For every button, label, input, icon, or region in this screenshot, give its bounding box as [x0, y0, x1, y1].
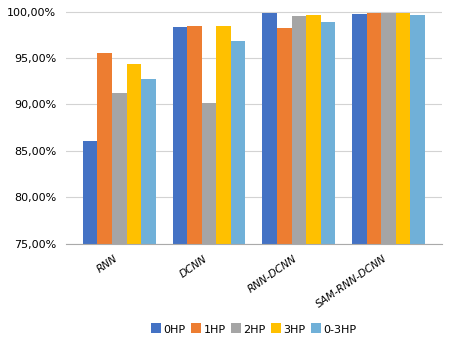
Bar — [410, 15, 425, 348]
Bar — [83, 141, 97, 348]
Bar — [172, 27, 187, 348]
Bar — [396, 13, 410, 348]
Bar — [112, 93, 127, 348]
Bar — [231, 41, 246, 348]
Bar — [306, 15, 321, 348]
Bar — [141, 79, 156, 348]
Bar — [367, 13, 381, 348]
Bar — [291, 16, 306, 348]
Bar — [202, 103, 216, 348]
Bar — [127, 64, 141, 348]
Bar — [321, 22, 335, 348]
Bar — [277, 28, 291, 348]
Bar — [187, 26, 202, 348]
Bar — [381, 13, 396, 348]
Bar — [352, 14, 367, 348]
Legend: 0HP, 1HP, 2HP, 3HP, 0-3HP: 0HP, 1HP, 2HP, 3HP, 0-3HP — [147, 320, 361, 339]
Bar — [216, 26, 231, 348]
Bar — [97, 53, 112, 348]
Bar — [262, 14, 277, 348]
